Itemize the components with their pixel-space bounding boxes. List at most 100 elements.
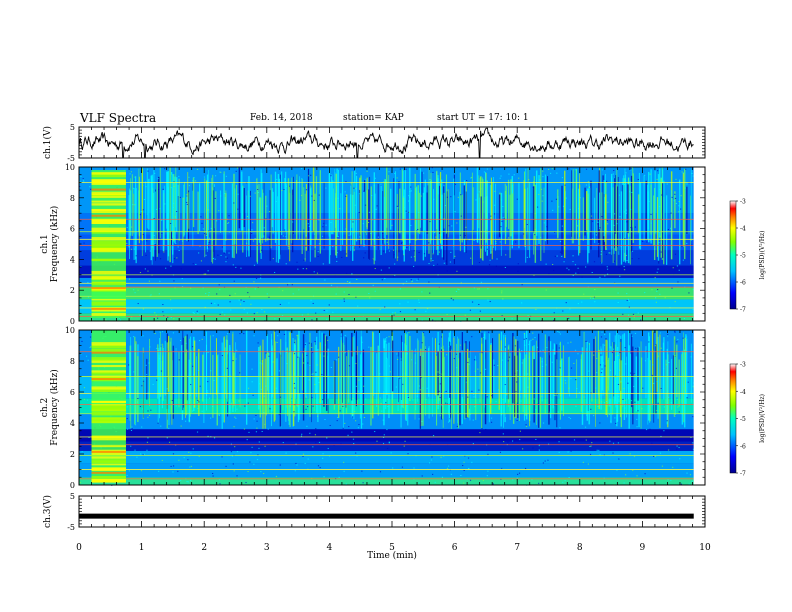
noise-speckle xyxy=(349,281,351,283)
noise-speckle xyxy=(197,408,199,410)
noise-speckle xyxy=(365,398,367,400)
noise-speckle xyxy=(644,292,646,294)
noise-speckle xyxy=(480,188,482,190)
noise-speckle xyxy=(592,297,594,299)
noise-speckle xyxy=(316,415,319,417)
noise-speckle xyxy=(519,430,521,432)
noise-speckle xyxy=(602,362,605,364)
noise-speckle xyxy=(676,341,678,343)
noise-speckle xyxy=(344,191,346,193)
noise-speckle xyxy=(405,210,407,212)
noise-speckle xyxy=(672,466,674,468)
noise-speckle xyxy=(376,440,378,442)
y-tick-label: -5 xyxy=(67,154,75,163)
noise-speckle xyxy=(234,293,236,295)
noise-speckle xyxy=(306,425,308,427)
noise-speckle xyxy=(256,459,259,461)
noise-speckle xyxy=(588,186,591,188)
noise-speckle xyxy=(520,400,522,402)
noise-speckle xyxy=(598,449,600,451)
noise-speckle xyxy=(214,175,217,177)
noise-speckle xyxy=(361,341,363,343)
noise-speckle xyxy=(179,340,182,342)
noise-speckle xyxy=(568,168,570,170)
noise-speckle xyxy=(563,261,565,263)
noise-speckle xyxy=(501,290,503,292)
noise-speckle xyxy=(388,250,391,252)
noise-speckle xyxy=(672,432,674,434)
noise-speckle xyxy=(219,171,221,173)
noise-speckle xyxy=(516,477,518,479)
noise-speckle xyxy=(541,365,544,367)
noise-speckle xyxy=(410,279,412,281)
noise-speckle xyxy=(214,258,216,260)
noise-speckle xyxy=(431,319,434,321)
noise-speckle xyxy=(191,346,194,348)
noise-speckle xyxy=(208,294,210,296)
noise-speckle xyxy=(670,212,672,214)
noise-speckle xyxy=(633,385,635,387)
noise-speckle xyxy=(464,314,466,316)
noise-speckle xyxy=(561,177,564,179)
noise-speckle xyxy=(352,438,355,440)
noise-speckle xyxy=(362,482,364,484)
noise-speckle xyxy=(479,310,481,312)
noise-speckle xyxy=(203,273,205,275)
noise-speckle xyxy=(339,404,341,406)
noise-speckle xyxy=(251,368,253,370)
noise-speckle xyxy=(588,343,590,345)
noise-speckle xyxy=(507,360,509,362)
noise-speckle xyxy=(481,352,483,354)
noise-speckle xyxy=(473,239,475,241)
noise-speckle xyxy=(317,465,320,467)
noise-speckle xyxy=(448,225,450,227)
noise-speckle xyxy=(220,254,222,256)
noise-speckle xyxy=(260,471,262,473)
noise-speckle xyxy=(344,352,346,354)
y-tick-label: 4 xyxy=(70,419,75,428)
noise-speckle xyxy=(326,318,328,320)
noise-speckle xyxy=(175,405,177,407)
noise-speckle xyxy=(653,382,655,384)
noise-speckle xyxy=(600,354,602,356)
noise-speckle xyxy=(291,284,293,286)
noise-speckle xyxy=(148,414,151,416)
noise-speckle xyxy=(604,275,606,277)
noise-speckle xyxy=(377,236,379,238)
noise-speckle xyxy=(219,195,222,197)
noise-speckle xyxy=(318,219,320,221)
noise-speckle xyxy=(263,227,265,229)
noise-speckle xyxy=(173,318,175,320)
noise-speckle xyxy=(388,365,390,367)
noise-speckle xyxy=(382,436,385,438)
noise-speckle xyxy=(656,178,658,180)
noise-speckle xyxy=(342,427,344,429)
noise-speckle xyxy=(574,264,577,266)
noise-speckle xyxy=(355,420,357,422)
x-tick-label: 10 xyxy=(699,543,711,553)
noise-speckle xyxy=(79,297,81,299)
noise-speckle xyxy=(192,180,194,182)
noise-speckle xyxy=(444,205,447,207)
noise-speckle xyxy=(633,373,635,375)
noise-speckle xyxy=(551,361,553,363)
noise-speckle xyxy=(630,168,632,170)
noise-speckle xyxy=(445,354,448,356)
noise-speckle xyxy=(347,434,349,436)
noise-speckle xyxy=(428,263,430,265)
noise-speckle xyxy=(410,190,412,192)
noise-speckle xyxy=(313,271,315,273)
noise-speckle xyxy=(624,238,626,240)
noise-speckle xyxy=(173,181,175,183)
no-data-area xyxy=(693,330,705,485)
noise-speckle xyxy=(551,200,553,202)
noise-speckle xyxy=(250,303,252,305)
noise-speckle xyxy=(561,255,563,257)
noise-speckle xyxy=(553,319,555,321)
noise-speckle xyxy=(500,175,502,177)
noise-speckle xyxy=(323,309,325,311)
noise-speckle xyxy=(666,420,668,422)
ch3-waveform-panel: 5-5ch.3(V) xyxy=(42,492,706,532)
noise-speckle xyxy=(624,407,626,409)
noise-speckle xyxy=(660,241,662,243)
